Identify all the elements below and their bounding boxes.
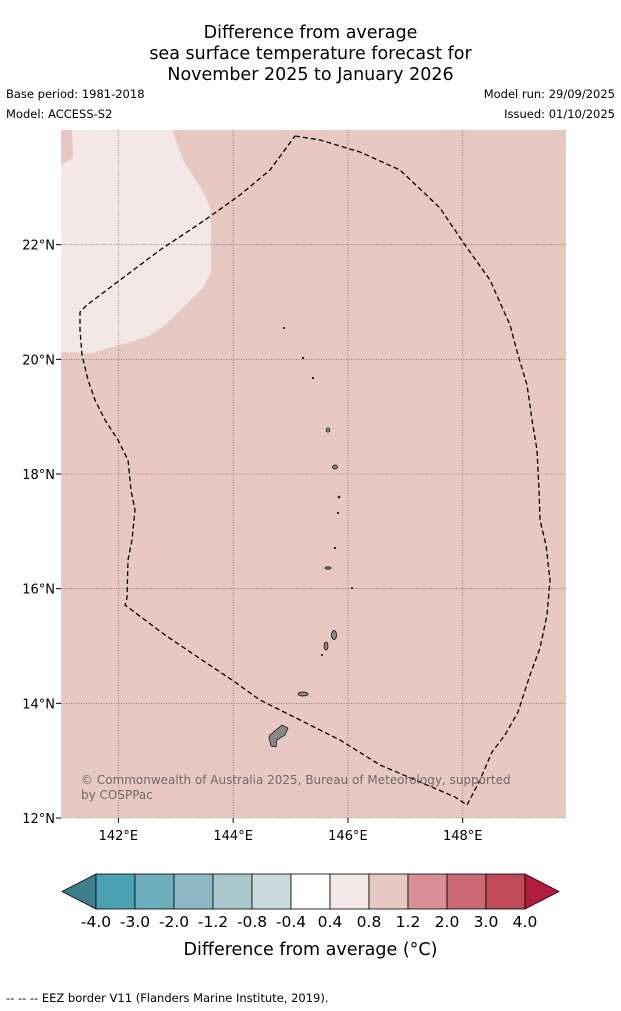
- colorbar-tick-label: -0.4: [276, 913, 306, 931]
- colorbar-over-arrow: [524, 873, 560, 910]
- island-guguan: [336, 511, 340, 515]
- copyright-note: © Commonwealth of Australia 2025, Bureau…: [81, 773, 511, 802]
- colorbar-tick-label: -0.8: [237, 913, 267, 931]
- issued-date: Issued: 01/10/2025: [504, 107, 615, 121]
- eez-legend-note: -- -- -- EEZ border V11 (Flanders Marine…: [6, 991, 329, 1005]
- island-asuncion: [301, 356, 305, 360]
- title-line-2: sea surface temperature forecast for: [149, 44, 472, 64]
- colorbar-segment: [446, 873, 487, 910]
- xtick-label: 146°E: [328, 829, 368, 844]
- colorbar-tick-label: 0.8: [357, 913, 382, 931]
- island-anatahan: [324, 566, 332, 570]
- model-run: Model run: 29/09/2025: [483, 87, 615, 101]
- island-islet: [350, 586, 354, 590]
- colorbar-segment: [290, 873, 331, 910]
- colorbar-tick-label: -4.0: [81, 913, 111, 931]
- colorbar-segment: [212, 873, 253, 910]
- colorbar-tick-label: -2.0: [159, 913, 189, 931]
- ytick-label: 22°N: [22, 239, 55, 254]
- xtick-label: 144°E: [213, 829, 253, 844]
- ytick-label: 16°N: [22, 583, 55, 598]
- colorbar-segment: [95, 873, 136, 910]
- colorbar: -4.0 -3.0 -2.0 -1.2 -0.8 -0.4 0.4 0.8 1.2 2.0 3.0 4…: [61, 873, 560, 931]
- colorbar-tick-label: 2.0: [435, 913, 460, 931]
- island-farallon: [282, 326, 286, 330]
- colorbar-segment: [134, 873, 175, 910]
- colorbar-tick-label: 4.0: [513, 913, 538, 931]
- xtick-label: 142°E: [99, 829, 139, 844]
- colorbar-segment: [173, 873, 214, 910]
- island-guam: [268, 724, 289, 748]
- colorbar-tick-label: -3.0: [120, 913, 150, 931]
- eez-border: [79, 135, 551, 806]
- colorbar-tick-label: -1.2: [198, 913, 228, 931]
- ytick-label: 14°N: [22, 697, 55, 712]
- colorbar-label: Difference from average (°C): [183, 940, 438, 960]
- base-period: Base period: 1981-2018: [6, 87, 145, 101]
- colorbar-segment: [251, 873, 292, 910]
- island-maug: [311, 376, 315, 380]
- colorbar-segment: [368, 873, 409, 910]
- island-sarigan: [333, 546, 337, 550]
- anomaly-region-northwest: [61, 130, 211, 353]
- title-line-1: Difference from average: [203, 23, 418, 43]
- colorbar-under-arrow: [61, 873, 97, 910]
- colorbar-segment: [407, 873, 448, 910]
- ytick-label: 18°N: [22, 468, 55, 483]
- axis-ticks: 142°E 144°E 146°E 148°E 12°N 14°N 16°N 18°N 20°N…: [22, 239, 482, 844]
- island-saipan: [331, 630, 337, 640]
- xtick-label: 148°E: [443, 829, 483, 844]
- colorbar-tick-label: 3.0: [474, 913, 499, 931]
- gridlines: [61, 130, 566, 819]
- colorbar-tick-label: 0.4: [318, 913, 343, 931]
- island-pagan: [332, 464, 338, 470]
- island-alamagan: [337, 495, 341, 499]
- island-rota: [297, 691, 309, 697]
- title-line-3: November 2025 to January 2026: [167, 65, 454, 85]
- island-tinian: [323, 641, 329, 651]
- ytick-label: 20°N: [22, 353, 55, 368]
- islands: [268, 326, 354, 748]
- island-aguijan: [320, 653, 324, 657]
- ytick-label: 12°N: [22, 812, 55, 827]
- colorbar-segment: [329, 873, 370, 910]
- island-agrihan: [325, 427, 331, 433]
- model-name: Model: ACCESS-S2: [6, 107, 113, 121]
- colorbar-segment: [485, 873, 526, 910]
- colorbar-tick-label: 1.2: [396, 913, 421, 931]
